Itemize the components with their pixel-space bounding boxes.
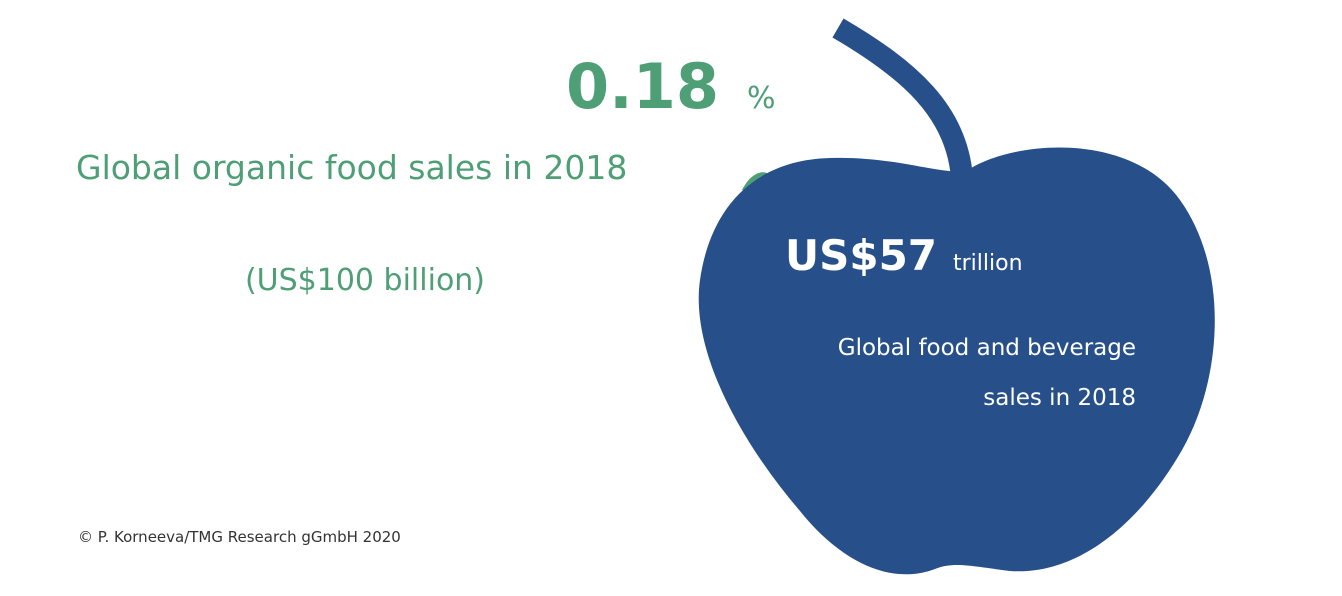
total-label: Global food and beverage [838,335,1136,361]
apple-stem [832,18,973,180]
total-label: sales in 2018 [983,385,1136,411]
organic-unit: % [747,81,776,116]
total-value: US$57 [785,231,937,280]
total-unit: trillion [953,251,1023,276]
organic-amount: (US$100 billion) [245,263,485,298]
organic-value: 0.18 [566,50,719,123]
apple [698,147,1215,575]
credit: © P. Korneeva/TMG Research gGmbH 2020 [78,528,401,546]
organic-label: Global organic food sales in 2018 [76,148,627,187]
